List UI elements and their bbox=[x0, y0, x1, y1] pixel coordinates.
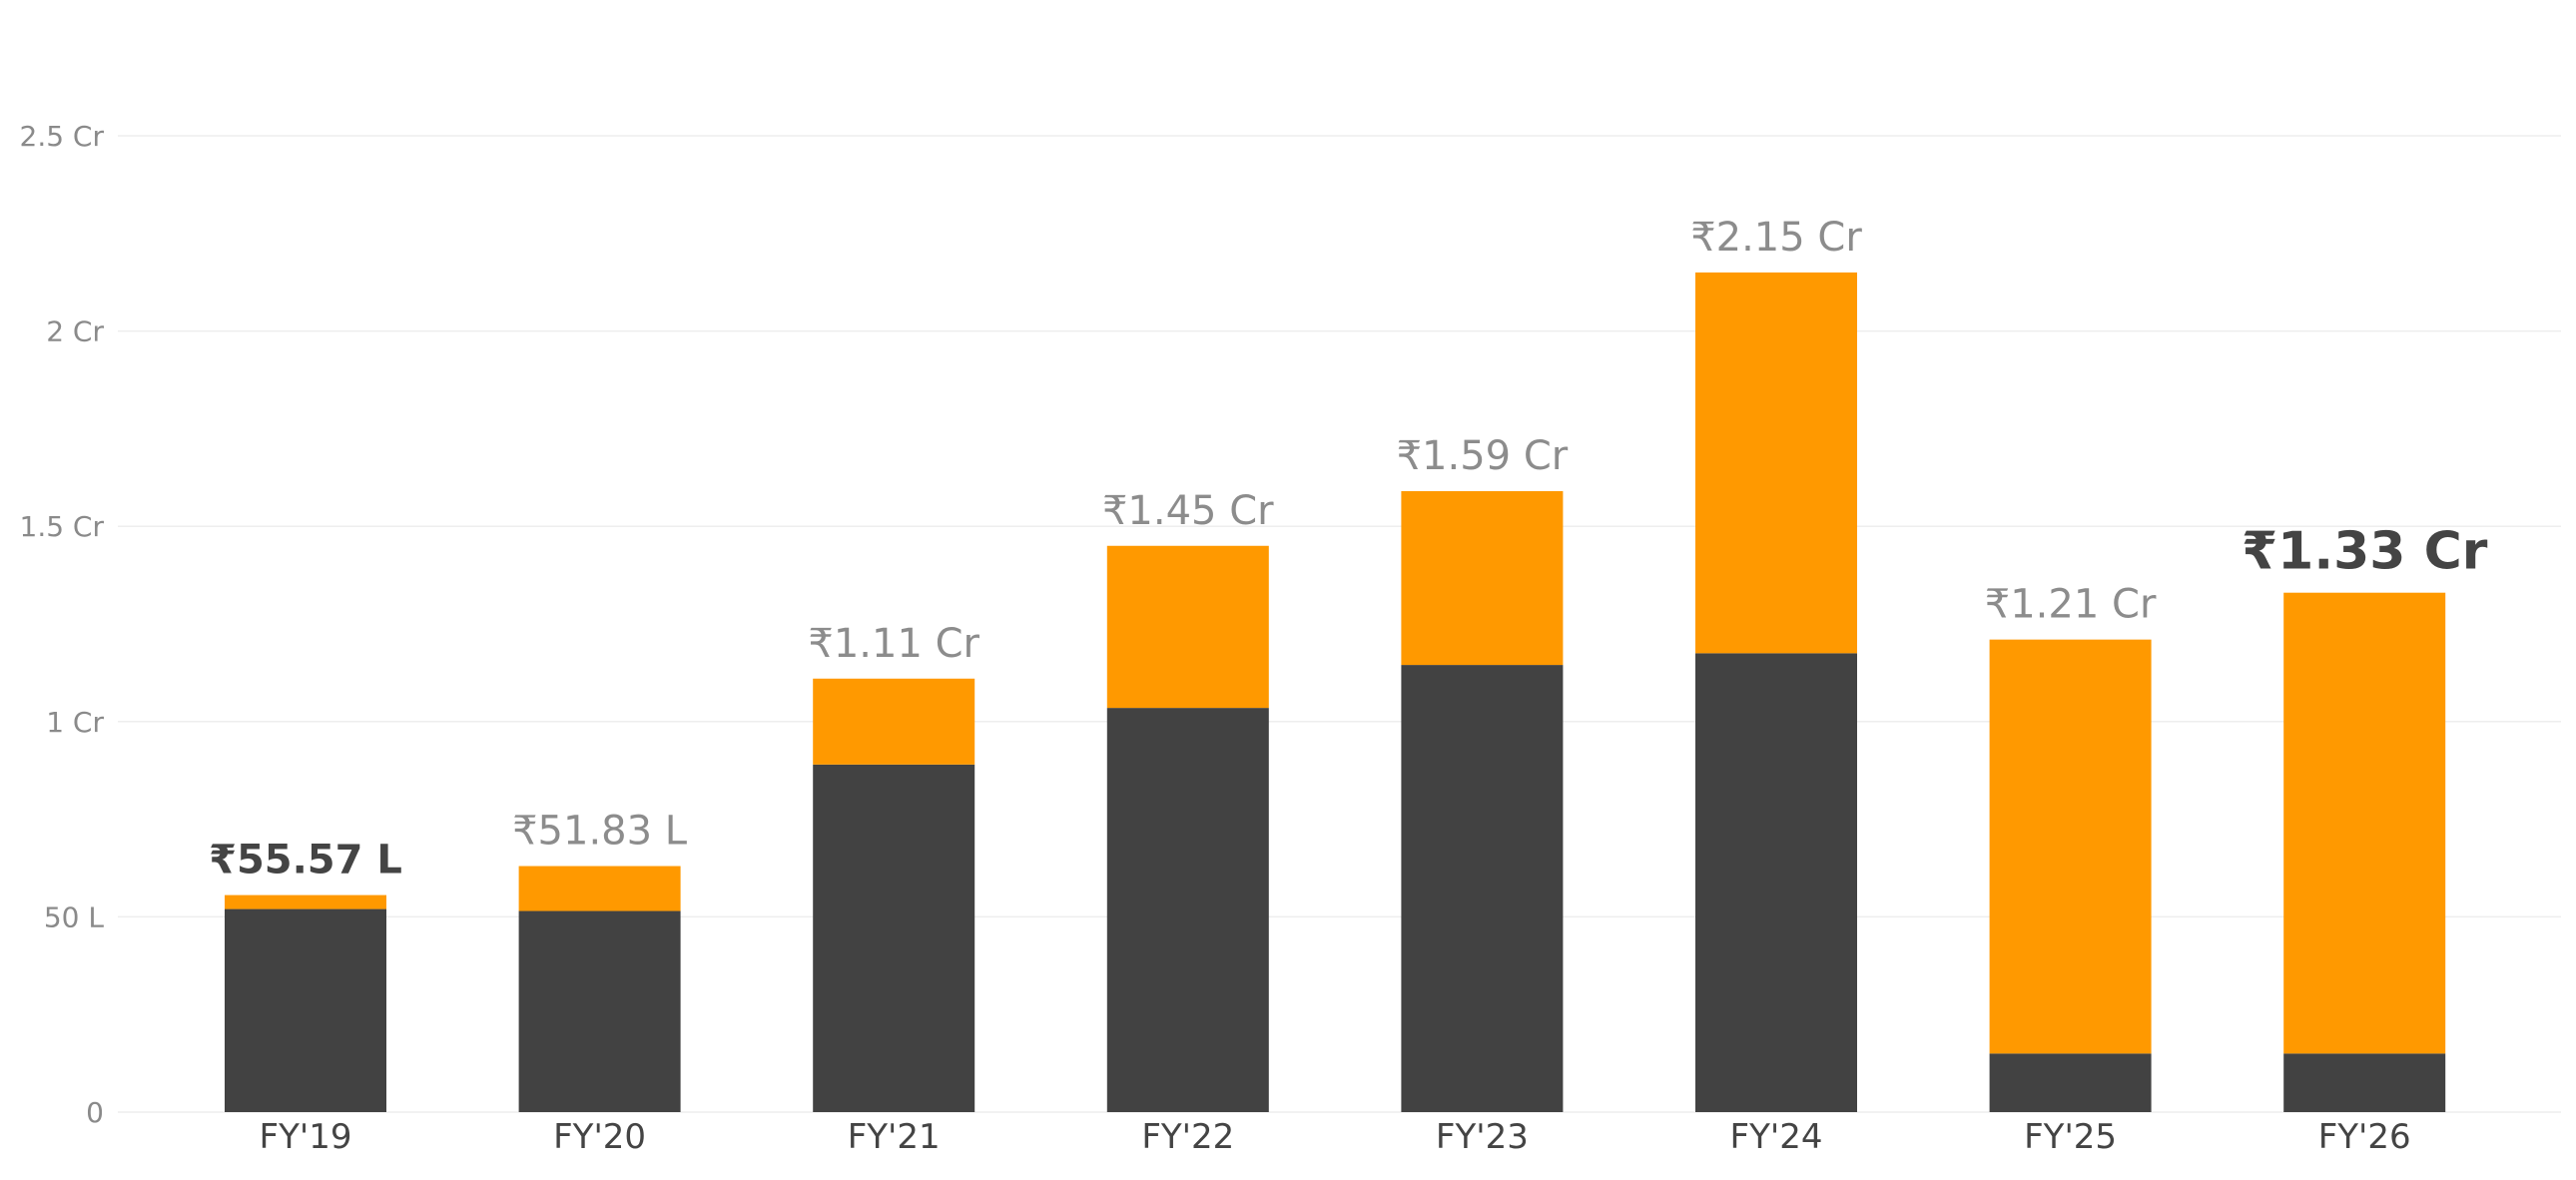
x-tick-label: FY'23 bbox=[1436, 1117, 1529, 1157]
y-tick-label: 0 bbox=[86, 1096, 104, 1129]
x-tick-label: FY'24 bbox=[1730, 1117, 1823, 1157]
bar-segment-series-1 bbox=[1989, 1053, 2152, 1112]
y-tick-label: 1.5 Cr bbox=[20, 510, 105, 543]
bar-segment-series-1 bbox=[813, 764, 975, 1112]
bar-segment-series-1 bbox=[1695, 653, 1857, 1112]
y-tick-label: 1 Cr bbox=[46, 706, 104, 739]
x-tick-label: FY'19 bbox=[260, 1117, 352, 1157]
bar-segment-series-1 bbox=[2283, 1053, 2446, 1112]
y-tick-label: 2 Cr bbox=[46, 315, 104, 348]
x-tick-label: FY'21 bbox=[848, 1117, 941, 1157]
bar-segment-series-2 bbox=[2283, 592, 2446, 1054]
bar-segment-series-2 bbox=[1695, 272, 1857, 654]
bar-segment-series-2 bbox=[1989, 639, 2152, 1054]
x-axis-ticks: FY'19 FY'20 FY'21 FY'22 FY'23 FY'24 FY'25 FY'26 bbox=[260, 1117, 2411, 1157]
bar-segment-series-2 bbox=[1106, 545, 1269, 709]
bar-segment-series-2 bbox=[518, 866, 681, 911]
bar-total-label: ₹1.45 Cr bbox=[1102, 488, 1274, 534]
y-tick-label: 50 L bbox=[44, 900, 105, 933]
gridlines bbox=[118, 135, 2561, 1113]
x-tick-label: FY'26 bbox=[2318, 1117, 2411, 1157]
total-labels: ₹55.57 L ₹51.83 L ₹1.11 Cr ₹1.45 Cr ₹1.59 Cr… bbox=[209, 215, 2488, 884]
bar-segment-series-1 bbox=[1106, 708, 1269, 1112]
bar-total-label: ₹1.33 Cr bbox=[2242, 522, 2488, 582]
y-tick-label: 2.5 Cr bbox=[20, 120, 105, 153]
bars bbox=[225, 272, 2446, 1112]
x-tick-label: FY'25 bbox=[2024, 1117, 2117, 1157]
bar-segment-series-2 bbox=[1401, 490, 1564, 666]
bar-segment-series-1 bbox=[225, 908, 386, 1112]
y-axis-ticks: 0 50 L 1 Cr 1.5 Cr 2 Cr 2.5 Cr bbox=[20, 120, 105, 1129]
bar-total-label: ₹1.11 Cr bbox=[808, 621, 979, 667]
bar-segment-series-1 bbox=[518, 910, 681, 1112]
bar-segment-series-2 bbox=[225, 894, 386, 909]
x-tick-label: FY'22 bbox=[1141, 1117, 1234, 1157]
bar-segment-series-2 bbox=[813, 678, 975, 765]
bar-total-label: ₹51.83 L bbox=[512, 809, 688, 855]
bar-total-label: ₹1.59 Cr bbox=[1397, 433, 1569, 479]
x-tick-label: FY'20 bbox=[553, 1117, 646, 1157]
bar-total-label: ₹2.15 Cr bbox=[1690, 215, 1862, 261]
bar-total-label: ₹1.21 Cr bbox=[1985, 582, 2157, 628]
bar-segment-series-1 bbox=[1401, 665, 1564, 1112]
bar-total-label: ₹55.57 L bbox=[209, 838, 402, 884]
